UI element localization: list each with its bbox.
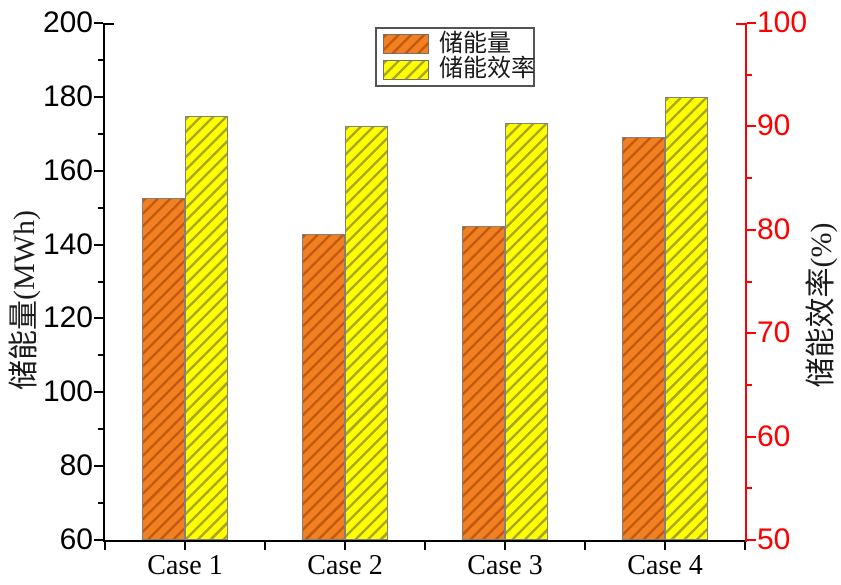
plot-area — [94, 22, 756, 550]
left-axis-tick-70 — [98, 502, 103, 505]
left-axis-tick-180 — [94, 95, 103, 98]
right-axis-tick-70 — [747, 332, 756, 335]
left-axis-tick-label-60: 60 — [59, 523, 93, 556]
bar-storage-amount-case-2 — [302, 233, 345, 540]
legend-label-storage-amount: 储能量 — [439, 30, 511, 57]
bar-storage-amount-case-1 — [142, 198, 185, 540]
bar-storage-efficiency-case-2 — [345, 126, 388, 540]
x-axis-tick-4 — [424, 542, 426, 550]
x-axis-tick-7 — [664, 542, 666, 550]
right-axis-tick-90 — [747, 125, 756, 128]
right-axis-tick-80 — [747, 228, 756, 231]
right-axis-tick-50 — [747, 539, 756, 541]
left-axis-tick-160 — [94, 169, 103, 172]
bottom-axis-spine — [103, 540, 747, 542]
bar-storage-efficiency-case-4 — [665, 97, 708, 540]
left-axis-tick-60 — [94, 539, 103, 541]
left-axis-tick-130 — [98, 280, 103, 283]
left-axis-tick-170 — [98, 132, 103, 135]
right-axis-tick-label-90: 90 — [757, 109, 791, 143]
right-axis-top-cap — [736, 23, 745, 25]
x-axis-category-label-2: Case 2 — [307, 550, 383, 581]
left-axis-tick-200 — [94, 22, 103, 24]
right-axis-tick-95 — [747, 73, 752, 76]
right-axis-tick-label-50: 50 — [757, 523, 791, 556]
legend: 储能量 储能效率 — [375, 27, 535, 87]
left-axis-tick-110 — [98, 354, 103, 357]
right-axis-tick-85 — [747, 177, 752, 180]
x-axis-category-label-4: Case 4 — [627, 550, 703, 581]
left-axis-tick-label-80: 80 — [59, 449, 93, 483]
left-axis-tick-90 — [98, 428, 103, 431]
bar-storage-amount-case-3 — [462, 226, 505, 540]
right-axis-tick-label-100: 100 — [757, 6, 808, 39]
x-axis-tick-2 — [264, 542, 266, 550]
bar-storage-amount-case-4 — [622, 137, 665, 540]
legend-item-storage-efficiency: 储能效率 — [383, 57, 535, 82]
bar-storage-efficiency-case-3 — [505, 123, 548, 540]
x-axis-tick-5 — [504, 542, 506, 550]
x-axis-tick-0 — [104, 542, 106, 550]
left-axis-tick-label-200: 200 — [42, 6, 93, 39]
legend-swatch-storage-amount — [383, 34, 429, 55]
right-axis-tick-100 — [747, 22, 756, 24]
left-axis-tick-label-120: 120 — [42, 301, 93, 335]
x-axis-tick-3 — [344, 542, 346, 550]
right-axis-tick-60 — [747, 435, 756, 438]
left-axis-tick-label-100: 100 — [42, 375, 93, 409]
left-axis-top-cap — [105, 23, 114, 25]
left-axis-tick-label-160: 160 — [42, 153, 93, 187]
x-axis-tick-8 — [744, 542, 746, 550]
right-axis-tick-label-60: 60 — [757, 419, 791, 453]
left-axis-tick-80 — [94, 465, 103, 468]
x-axis-category-label-3: Case 3 — [467, 550, 543, 581]
left-axis-tick-100 — [94, 391, 103, 394]
left-axis-tick-label-180: 180 — [42, 79, 93, 113]
right-axis-tick-label-70: 70 — [757, 316, 791, 350]
right-axis-tick-75 — [747, 280, 752, 283]
x-axis-tick-1 — [184, 542, 186, 550]
left-axis-tick-190 — [98, 58, 103, 61]
legend-swatch-storage-efficiency — [383, 59, 429, 80]
right-axis-tick-label-80: 80 — [757, 212, 791, 246]
right-axis-tick-65 — [747, 383, 752, 386]
right-axis-title: 储能效率(%) — [805, 222, 838, 388]
left-axis-tick-150 — [98, 206, 103, 209]
legend-label-storage-efficiency: 储能效率 — [439, 56, 535, 83]
bar-storage-efficiency-case-1 — [185, 116, 228, 540]
right-axis-spine — [745, 23, 747, 542]
x-axis-category-label-1: Case 1 — [147, 550, 223, 581]
legend-item-storage-amount: 储能量 — [383, 30, 527, 57]
left-axis-tick-140 — [94, 243, 103, 246]
left-axis-tick-label-140: 140 — [42, 227, 93, 261]
left-axis-tick-120 — [94, 317, 103, 320]
right-axis-tick-55 — [747, 487, 752, 490]
left-axis-spine — [103, 23, 105, 542]
x-axis-tick-6 — [584, 542, 586, 550]
